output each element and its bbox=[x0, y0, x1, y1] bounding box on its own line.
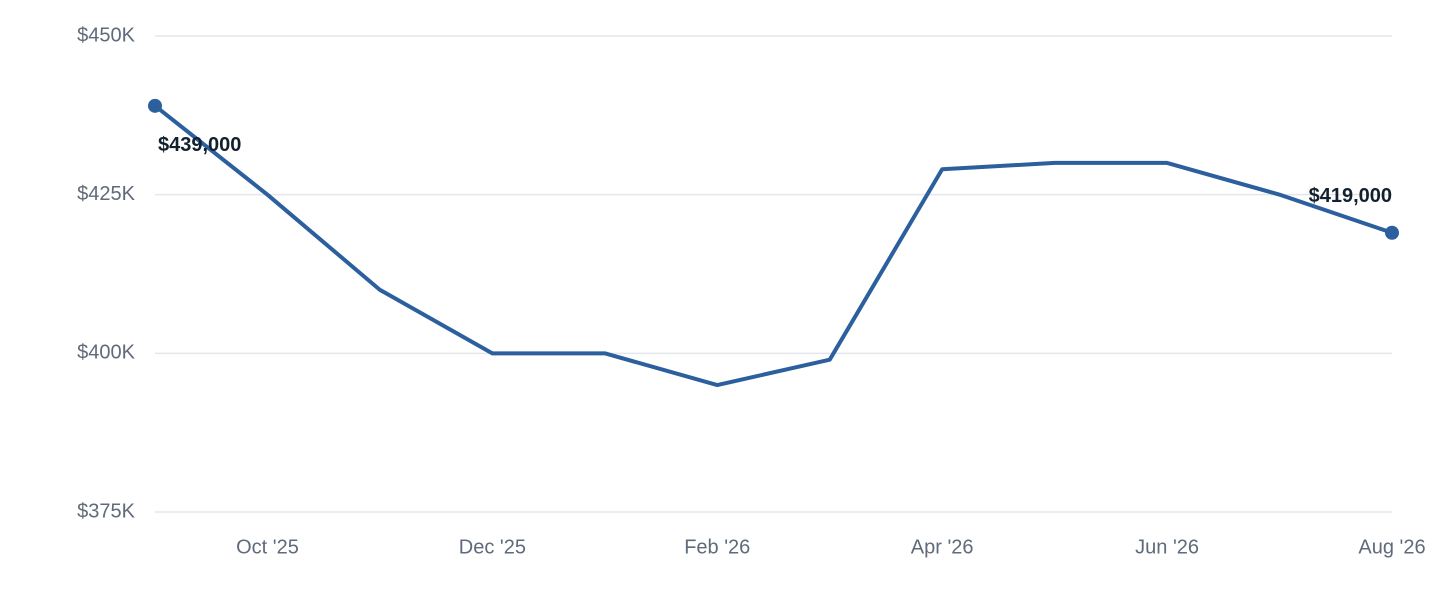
x-tick-label: Dec '25 bbox=[459, 536, 526, 558]
x-tick-label: Feb '26 bbox=[684, 536, 750, 558]
value-label: $439,000 bbox=[158, 134, 241, 156]
x-tick-label: Oct '25 bbox=[236, 536, 299, 558]
x-tick-label: Apr '26 bbox=[911, 536, 974, 558]
y-tick-label: $400K bbox=[77, 342, 135, 364]
y-tick-label: $425K bbox=[77, 183, 135, 205]
x-tick-label: Aug '26 bbox=[1358, 536, 1425, 558]
value-label: $419,000 bbox=[1309, 185, 1392, 207]
line bbox=[153, 104, 1393, 388]
x-tick-label: Jun '26 bbox=[1135, 536, 1199, 558]
point bbox=[1385, 225, 1399, 240]
point bbox=[148, 98, 162, 113]
y-tick-label: $450K bbox=[77, 24, 135, 46]
y-tick-label: $375K bbox=[77, 500, 135, 522]
